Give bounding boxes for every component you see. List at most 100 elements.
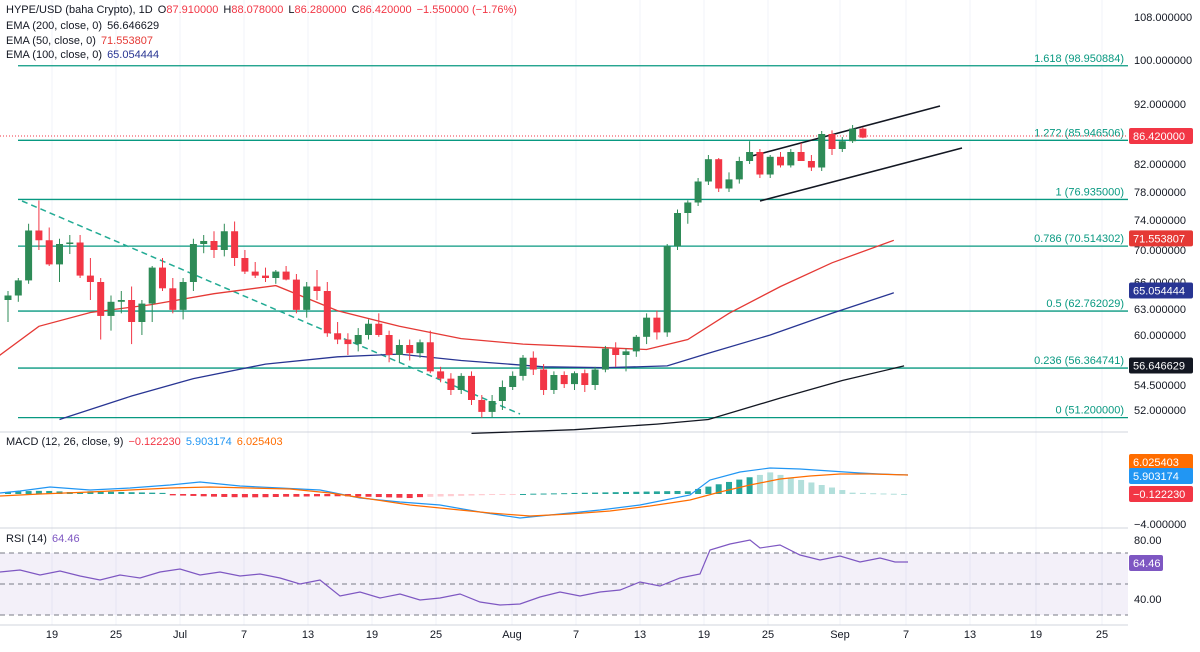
candle: [715, 158, 723, 192]
candle: [560, 371, 568, 388]
candle: [303, 282, 311, 318]
high-label: H: [223, 4, 232, 16]
macd-histogram-bar: [35, 490, 42, 494]
macd-histogram-bar: [787, 477, 794, 494]
macd-value: 5.903174: [185, 436, 232, 448]
candle: [766, 155, 774, 178]
time-axis: 19 25 Jul 7 13 19 25 Aug 7 13 19 25 Sep 7 13 19 25: [46, 629, 1108, 641]
macd-histogram-bar: [653, 491, 660, 494]
macd-histogram-bar: [427, 494, 434, 497]
ema-50-value: 71.553807: [100, 35, 153, 47]
axis-price-tag: 5.903174: [1129, 468, 1193, 484]
axis-price-tag: 6.025403: [1129, 454, 1193, 470]
candle: [323, 282, 331, 337]
macd-histogram-bar: [736, 479, 743, 494]
macd-histogram-bar: [46, 490, 53, 494]
candle: [395, 339, 403, 363]
y-tick-label: 63.000000: [1134, 304, 1186, 316]
macd-histogram-bar: [468, 494, 475, 496]
x-tick-label: Sep: [830, 629, 850, 641]
candle: [313, 270, 321, 300]
candle: [581, 369, 589, 392]
macd-histogram-bar: [149, 492, 156, 494]
fibonacci-levels: 1.618 (98.950884) 1.272 (85.946506) 1 (76.…: [18, 53, 1128, 419]
candle: [498, 380, 506, 410]
macd-histogram-bar: [478, 494, 485, 496]
symbol-legend: HYPE/USD (baha Crypto), 1D O87.910000 H8…: [6, 4, 519, 16]
macd-histogram-bar: [808, 482, 815, 494]
macd-histogram-bar: [355, 494, 362, 497]
macd-histogram-bar: [272, 494, 279, 497]
candle: [375, 313, 383, 337]
macd-histogram-bar: [818, 485, 825, 494]
candle: [838, 137, 846, 152]
candle: [797, 143, 805, 161]
macd-histogram-bar: [77, 492, 84, 494]
macd-histogram-bar: [777, 474, 784, 494]
svg-text:6.025403: 6.025403: [1133, 457, 1179, 469]
candle: [828, 130, 836, 155]
symbol-title: HYPE/USD (baha Crypto), 1D: [6, 4, 153, 16]
macd-histogram-bar: [231, 494, 238, 498]
macd-histogram-bar: [798, 479, 805, 494]
macd-signal-line: [0, 473, 909, 517]
candle: [591, 366, 599, 390]
downtrend-line: [21, 200, 521, 415]
candle: [231, 221, 239, 266]
candle: [519, 355, 527, 381]
candle: [117, 291, 125, 314]
x-tick-label: 19: [366, 629, 378, 641]
open-value: 87.910000: [166, 4, 219, 16]
x-tick-label: 7: [903, 629, 909, 641]
macd-histogram-bar: [509, 494, 516, 495]
macd-histogram-bar: [643, 491, 650, 494]
macd-histogram-bar: [756, 474, 763, 494]
macd-histogram-bar: [674, 490, 681, 494]
candle: [35, 200, 43, 250]
ema-100-value: 65.054444: [107, 49, 160, 61]
candle: [653, 310, 661, 340]
macd-histogram-bar: [839, 490, 846, 494]
candle: [189, 238, 197, 291]
ema-100-line: [59, 292, 895, 421]
low-label: L: [288, 4, 295, 16]
candle: [643, 313, 651, 345]
candle: [787, 149, 795, 168]
macd-histogram-bar: [334, 494, 341, 497]
candle: [849, 125, 857, 143]
x-tick-label: 13: [964, 629, 976, 641]
candle: [179, 278, 187, 320]
macd-histogram-bar: [293, 494, 300, 497]
candle: [220, 223, 228, 257]
candle: [354, 328, 362, 352]
macd-histogram-bar: [520, 494, 526, 495]
macd-histogram-bar: [849, 492, 856, 494]
y-tick-label: 92.000000: [1134, 99, 1186, 111]
candle: [210, 231, 218, 258]
macd-histogram-bar: [715, 484, 722, 494]
macd-histogram-bar: [684, 491, 691, 494]
candle: [674, 209, 681, 250]
macd-histogram-bar: [221, 494, 228, 497]
macd-histogram-bar: [283, 494, 290, 497]
macd-histogram-bar: [458, 494, 465, 496]
candle: [457, 373, 465, 394]
macd-histogram-bar: [406, 494, 413, 499]
candle: [725, 172, 733, 192]
candle: [4, 291, 12, 322]
macd-histogram-bar: [97, 491, 104, 494]
macd-hist-value: −0.122230: [128, 436, 181, 448]
rsi-y-tick-label: 80.00: [1134, 535, 1162, 547]
macd-histogram-bar: [375, 494, 382, 498]
channel-upper-line: [747, 105, 941, 158]
macd-histogram-bar: [324, 494, 331, 497]
candle: [818, 131, 826, 171]
candle: [262, 267, 269, 282]
candle: [746, 141, 754, 164]
candle: [663, 244, 671, 337]
svg-text:56.646629: 56.646629: [1133, 360, 1185, 372]
macd-histogram-bar: [190, 494, 197, 496]
macd-histogram-bar: [386, 494, 393, 498]
